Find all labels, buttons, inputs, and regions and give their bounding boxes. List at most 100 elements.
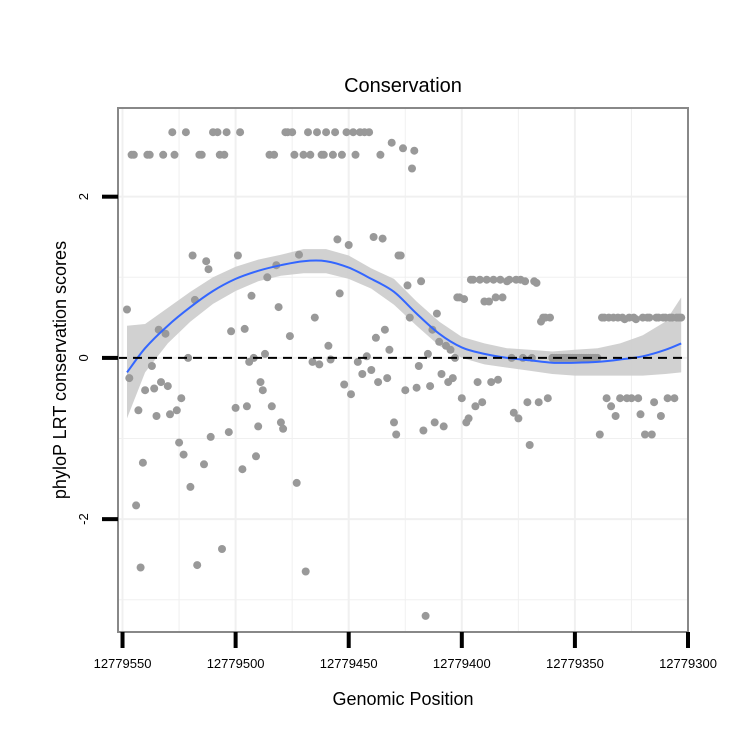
data-point [200,460,208,469]
data-point [340,380,349,389]
data-point [475,275,484,284]
data-point [326,355,335,364]
data-point [412,383,421,392]
data-point [448,374,457,383]
data-point [322,128,331,137]
data-point [213,128,222,137]
data-point [270,150,279,159]
data-point [295,250,303,259]
data-point [380,325,389,334]
x-tick-label: 12779350 [546,656,604,671]
data-point [184,353,193,362]
data-point [129,150,138,159]
data-point [505,275,514,284]
data-point [602,394,611,403]
data-point [636,410,645,419]
data-point [498,293,507,302]
data-point [161,329,170,338]
y-axis: -2 0 2 [76,193,118,525]
data-point [276,418,285,427]
data-point [607,402,616,411]
x-axis-title: Genomic Position [332,689,473,709]
data-point [378,234,387,243]
data-point [408,164,416,173]
x-tick-label: 12779500 [207,656,265,671]
data-point [335,289,344,298]
data-point [403,281,412,290]
data-point [288,128,297,137]
data-point [342,128,351,137]
data-point [423,349,432,358]
data-point [233,251,242,260]
data-point [523,398,532,407]
data-point [204,265,213,274]
data-point [290,150,299,159]
data-point [166,410,174,419]
data-point [471,402,480,411]
data-point [396,251,405,260]
data-point [369,233,378,241]
data-point [274,303,283,312]
data-point [494,375,502,384]
data-point [267,402,276,411]
data-point [170,150,179,159]
data-point [387,138,396,147]
data-point [367,366,376,374]
data-point [374,378,383,387]
data-point [457,394,466,403]
data-point [376,150,385,159]
data-point [399,144,407,153]
data-point [482,275,491,284]
data-point [362,352,371,361]
data-point [385,345,394,354]
data-point [141,386,150,395]
data-point [632,315,640,324]
data-point [417,277,426,286]
data-point [353,357,362,366]
data-point [224,428,233,437]
data-point [319,150,328,159]
data-point [546,313,554,322]
data-point [240,324,249,333]
x-tick-label: 12779550 [94,656,152,671]
data-point [347,390,355,399]
data-point [521,277,530,286]
data-point [534,398,543,407]
data-point [157,378,165,387]
data-point [285,332,294,341]
data-point [439,422,448,431]
data-point [206,432,215,441]
data-point [595,430,604,439]
data-point [496,275,505,284]
data-point [645,313,654,322]
data-point [172,406,181,415]
data-point [152,412,161,420]
y-axis-title: phyloP LRT conservation scores [50,241,70,499]
data-point [509,408,518,417]
data-point [351,150,360,159]
x-axis: 12779550 12779500 12779450 12779400 12779350… [94,632,717,671]
data-point [308,357,317,366]
data-point [331,128,340,137]
data-point [489,275,498,284]
data-point [358,370,367,378]
data-point [123,305,131,314]
data-point [611,412,620,420]
data-points [123,128,686,620]
data-point [159,150,168,159]
data-point [464,414,473,423]
data-point [279,424,288,433]
data-point [193,561,202,570]
data-point [401,386,410,395]
data-point [263,273,272,282]
data-point [371,333,380,342]
x-tick-label: 12779400 [433,656,491,671]
data-point [328,150,337,159]
data-point [430,418,439,427]
data-point [301,567,310,576]
x-tick-label: 12779300 [659,656,717,671]
data-point [136,563,145,572]
data-point [186,482,195,491]
data-point [299,150,308,159]
y-tick-label: -2 [76,513,91,525]
